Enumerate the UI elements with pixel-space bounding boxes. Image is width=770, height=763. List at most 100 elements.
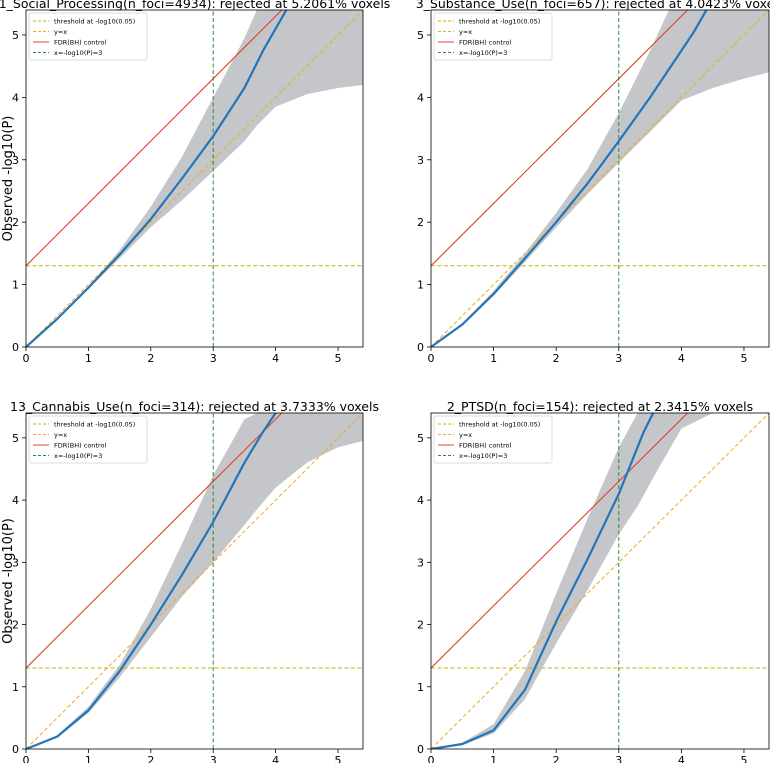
plot-area bbox=[431, 413, 769, 749]
x-tick-label: 4 bbox=[678, 754, 685, 763]
legend-label: threshold at -log10(0.05) bbox=[54, 17, 135, 25]
y-tick-label: 0 bbox=[417, 341, 424, 354]
x-tick-label: 1 bbox=[490, 352, 497, 365]
chart-title: 3_Substance_Use(n_foci=657): rejected at… bbox=[416, 0, 770, 11]
axes-frame bbox=[25, 412, 364, 750]
legend-label: y=x bbox=[459, 431, 472, 439]
y-tick-label: 2 bbox=[12, 216, 19, 229]
y-tick-label: 3 bbox=[417, 154, 424, 167]
y-tick-label: 4 bbox=[417, 494, 424, 507]
x-tick-label: 2 bbox=[147, 754, 154, 763]
legend-label: FDR(BH) control bbox=[54, 38, 106, 46]
legend-label: FDR(BH) control bbox=[459, 38, 511, 46]
y-tick-label: 5 bbox=[12, 29, 19, 42]
fdr-line bbox=[26, 10, 283, 267]
y-tick-label: 3 bbox=[417, 556, 424, 569]
y-tick-label: 5 bbox=[417, 432, 424, 445]
x-tick-label: 2 bbox=[147, 352, 154, 365]
legend-label: x=-log10(P)=3 bbox=[459, 49, 507, 57]
chart-panel-4: 0 1 2 3 4 5 0 1 2 3 4 5 2_PTSD(n_foci=154): rejected… bbox=[417, 399, 770, 763]
chart-panel-1: 0 1 2 3 4 5 0 1 2 3 4 5 1_Social_Processing(n_foci=4… bbox=[0, 0, 390, 365]
y-tick-label: 5 bbox=[12, 432, 19, 445]
legend: threshold at -log10(0.05) y=x FDR(BH) cont… bbox=[433, 415, 553, 464]
chart-title: 2_PTSD(n_foci=154): rejected at 2.3415% … bbox=[447, 399, 753, 414]
observed-curve bbox=[431, 10, 708, 347]
x-tick-label: 3 bbox=[210, 754, 217, 763]
axes-frame bbox=[430, 412, 770, 750]
y-tick-label: 1 bbox=[417, 681, 424, 694]
y-axis-label: Observed -log10(P) bbox=[1, 518, 16, 644]
observed-curve bbox=[26, 413, 277, 749]
x-tick-label: 1 bbox=[490, 754, 497, 763]
y-tick-label: 2 bbox=[12, 619, 19, 632]
x-tick-label: 3 bbox=[615, 754, 622, 763]
x-tick-label: 5 bbox=[740, 352, 747, 365]
x-tick-label: 2 bbox=[553, 352, 560, 365]
x-tick-label: 0 bbox=[428, 352, 435, 365]
x-tick-label: 3 bbox=[615, 352, 622, 365]
y-tick-label: 0 bbox=[12, 743, 19, 756]
legend-label: x=-log10(P)=3 bbox=[459, 452, 507, 460]
legend-box bbox=[433, 415, 553, 464]
identity-line bbox=[26, 10, 363, 347]
legend-label: FDR(BH) control bbox=[459, 441, 511, 449]
fdr-line bbox=[431, 10, 689, 267]
y-tick-label: 2 bbox=[417, 619, 424, 632]
x-tick-label: 5 bbox=[335, 754, 342, 763]
y-tick-label: 5 bbox=[417, 29, 424, 42]
chart-title: 1_Social_Processing(n_foci=4934): reject… bbox=[0, 0, 390, 11]
y-tick-label: 4 bbox=[12, 91, 19, 104]
chart-panel-2: 0 1 2 3 4 5 0 1 2 3 4 5 3_Substance_Use(n_foci=657):… bbox=[416, 0, 770, 365]
x-tick-label: 1 bbox=[85, 352, 92, 365]
legend-label: x=-log10(P)=3 bbox=[54, 452, 102, 460]
legend-label: threshold at -log10(0.05) bbox=[54, 420, 135, 428]
identity-line bbox=[26, 413, 363, 749]
x-tick-label: 4 bbox=[272, 754, 279, 763]
y-tick-label: 2 bbox=[417, 216, 424, 229]
x-tick-label: 4 bbox=[678, 352, 685, 365]
y-axis-label: Observed -log10(P) bbox=[1, 116, 16, 242]
plot-area bbox=[26, 413, 363, 749]
y-tick-label: 1 bbox=[417, 279, 424, 292]
plot-area bbox=[431, 10, 769, 347]
legend-label: x=-log10(P)=3 bbox=[54, 49, 102, 57]
plot-area bbox=[26, 10, 363, 347]
fdr-line bbox=[431, 413, 689, 669]
chart-panel-3: 0 1 2 3 4 5 0 1 2 3 4 5 13_Cannabis_Use(n_foci=314):… bbox=[1, 399, 379, 763]
legend-box bbox=[28, 12, 148, 61]
legend-label: y=x bbox=[54, 431, 67, 439]
identity-line bbox=[431, 10, 769, 347]
x-tick-label: 3 bbox=[210, 352, 217, 365]
observed-curve bbox=[26, 10, 288, 347]
legend-box bbox=[433, 12, 553, 61]
fdr-line bbox=[26, 413, 283, 669]
legend-label: threshold at -log10(0.05) bbox=[459, 420, 540, 428]
legend-box bbox=[28, 415, 148, 464]
y-tick-label: 1 bbox=[12, 681, 19, 694]
y-tick-label: 4 bbox=[12, 494, 19, 507]
legend-label: FDR(BH) control bbox=[54, 441, 106, 449]
y-tick-label: 0 bbox=[12, 341, 19, 354]
legend: threshold at -log10(0.05) y=x FDR(BH) cont… bbox=[433, 12, 553, 61]
y-tick-label: 3 bbox=[12, 154, 19, 167]
y-tick-label: 0 bbox=[417, 743, 424, 756]
observed-curve bbox=[431, 413, 655, 749]
identity-line bbox=[431, 413, 769, 749]
x-tick-label: 0 bbox=[428, 754, 435, 763]
chart-title: 13_Cannabis_Use(n_foci=314): rejected at… bbox=[10, 399, 379, 414]
legend: threshold at -log10(0.05) y=x FDR(BH) cont… bbox=[28, 12, 148, 61]
x-tick-label: 1 bbox=[85, 754, 92, 763]
y-tick-label: 3 bbox=[12, 556, 19, 569]
y-tick-label: 4 bbox=[417, 91, 424, 104]
legend-label: y=x bbox=[459, 28, 472, 36]
y-tick-label: 1 bbox=[12, 279, 19, 292]
axes-frame bbox=[430, 9, 770, 348]
x-tick-label: 2 bbox=[553, 754, 560, 763]
legend-label: threshold at -log10(0.05) bbox=[459, 17, 540, 25]
x-tick-label: 0 bbox=[23, 754, 30, 763]
legend-label: y=x bbox=[54, 28, 67, 36]
x-tick-label: 0 bbox=[23, 352, 30, 365]
x-tick-label: 5 bbox=[335, 352, 342, 365]
x-tick-label: 5 bbox=[740, 754, 747, 763]
